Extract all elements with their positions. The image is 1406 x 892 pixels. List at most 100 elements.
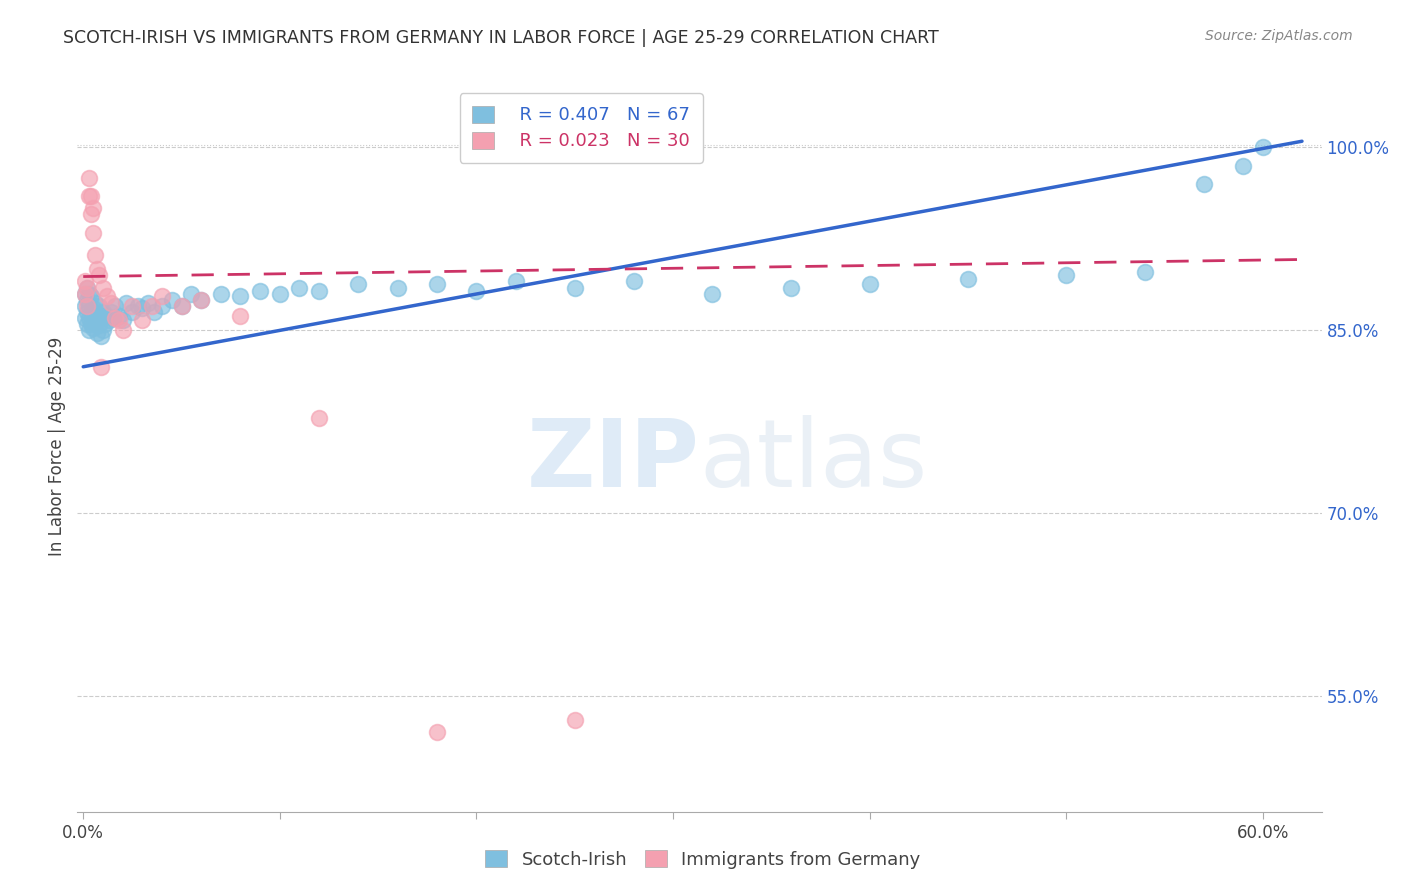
Point xyxy=(96,289,118,303)
Point xyxy=(229,309,252,323)
Point xyxy=(77,286,100,301)
Point xyxy=(90,309,112,323)
Point xyxy=(90,329,112,343)
Point xyxy=(956,272,979,286)
Point xyxy=(111,323,134,337)
Point xyxy=(82,201,104,215)
Point xyxy=(100,305,122,319)
Point xyxy=(82,320,104,334)
Point xyxy=(90,359,112,374)
Legend: Scotch-Irish, Immigrants from Germany: Scotch-Irish, Immigrants from Germany xyxy=(478,843,928,876)
Point xyxy=(111,313,134,327)
Point xyxy=(131,301,153,316)
Point xyxy=(127,299,149,313)
Point xyxy=(80,317,103,331)
Point xyxy=(190,293,212,307)
Point xyxy=(77,189,100,203)
Point xyxy=(190,293,212,307)
Point xyxy=(77,323,100,337)
Text: SCOTCH-IRISH VS IMMIGRANTS FROM GERMANY IN LABOR FORCE | AGE 25-29 CORRELATION C: SCOTCH-IRISH VS IMMIGRANTS FROM GERMANY … xyxy=(63,29,939,46)
Point xyxy=(229,289,252,303)
Point xyxy=(76,293,98,307)
Point xyxy=(780,280,803,294)
Point xyxy=(143,305,166,319)
Text: atlas: atlas xyxy=(700,415,928,507)
Legend:   R = 0.407   N = 67,   R = 0.023   N = 30: R = 0.407 N = 67, R = 0.023 N = 30 xyxy=(460,93,703,163)
Point xyxy=(1054,268,1077,283)
Point xyxy=(76,280,98,294)
Point xyxy=(170,299,193,313)
Point xyxy=(426,725,449,739)
Point xyxy=(86,307,108,321)
Point xyxy=(387,280,409,294)
Point xyxy=(426,277,449,291)
Point xyxy=(80,289,103,303)
Point xyxy=(107,309,129,323)
Point xyxy=(84,296,107,310)
Point xyxy=(75,274,97,288)
Point xyxy=(75,299,97,313)
Point xyxy=(104,310,127,325)
Point xyxy=(107,313,129,327)
Point xyxy=(75,310,97,325)
Point xyxy=(87,318,110,333)
Point xyxy=(91,305,114,319)
Point xyxy=(101,310,124,325)
Point xyxy=(249,284,271,298)
Point xyxy=(76,280,98,294)
Point xyxy=(80,305,103,319)
Point xyxy=(76,305,98,319)
Point xyxy=(115,296,138,310)
Point xyxy=(94,317,117,331)
Point xyxy=(288,280,311,294)
Point xyxy=(86,262,108,277)
Point xyxy=(150,289,173,303)
Point xyxy=(308,284,330,298)
Point xyxy=(505,274,527,288)
Point xyxy=(1232,159,1254,173)
Point xyxy=(87,299,110,313)
Point xyxy=(160,293,183,307)
Point xyxy=(150,299,173,313)
Point xyxy=(96,309,118,323)
Point xyxy=(564,280,586,294)
Point xyxy=(84,315,107,329)
Point xyxy=(76,299,98,313)
Point xyxy=(80,207,103,221)
Point xyxy=(136,296,159,310)
Point xyxy=(104,299,127,313)
Point xyxy=(269,286,291,301)
Point xyxy=(91,323,114,337)
Point xyxy=(564,714,586,728)
Point xyxy=(100,296,122,310)
Point xyxy=(86,326,108,340)
Point xyxy=(87,268,110,283)
Point xyxy=(121,305,143,319)
Text: Source: ZipAtlas.com: Source: ZipAtlas.com xyxy=(1205,29,1353,43)
Point xyxy=(180,286,202,301)
Point xyxy=(80,189,103,203)
Point xyxy=(141,299,163,313)
Point xyxy=(77,310,100,325)
Point xyxy=(82,226,104,240)
Point xyxy=(77,170,100,185)
Point xyxy=(623,274,645,288)
Point xyxy=(1251,140,1274,154)
Text: ZIP: ZIP xyxy=(527,415,700,507)
Point xyxy=(170,299,193,313)
Point xyxy=(209,286,232,301)
Point xyxy=(76,317,98,331)
Point xyxy=(82,301,104,316)
Point xyxy=(84,247,107,261)
Point xyxy=(702,286,724,301)
Point xyxy=(121,299,143,313)
Point xyxy=(77,299,100,313)
Point xyxy=(91,280,114,294)
Point xyxy=(465,284,488,298)
Y-axis label: In Labor Force | Age 25-29: In Labor Force | Age 25-29 xyxy=(48,336,66,556)
Point xyxy=(75,286,97,301)
Point xyxy=(131,313,153,327)
Point xyxy=(97,313,120,327)
Point xyxy=(1192,177,1215,191)
Point xyxy=(1133,265,1156,279)
